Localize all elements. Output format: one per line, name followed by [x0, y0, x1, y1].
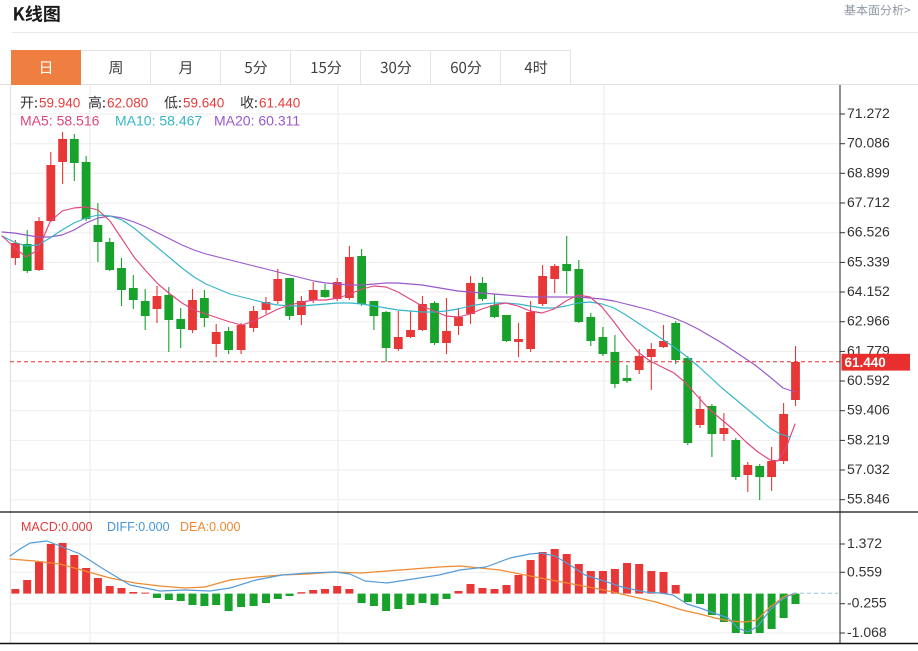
svg-text:61.440: 61.440 — [259, 96, 300, 111]
svg-text:62.080: 62.080 — [107, 96, 148, 111]
svg-text:MA20: 60.311: MA20: 60.311 — [214, 113, 300, 129]
svg-text:DIFF:0.000: DIFF:0.000 — [107, 520, 170, 534]
svg-text:60.592: 60.592 — [847, 372, 890, 388]
svg-text:-0.255: -0.255 — [847, 595, 887, 611]
svg-text:DEA:0.000: DEA:0.000 — [180, 520, 241, 534]
svg-text:62.966: 62.966 — [847, 313, 890, 329]
svg-text:59.406: 59.406 — [847, 402, 890, 418]
svg-text:68.899: 68.899 — [847, 164, 890, 180]
svg-text:MACD:0.000: MACD:0.000 — [21, 520, 93, 534]
svg-text:64.152: 64.152 — [847, 283, 890, 299]
svg-text:57.032: 57.032 — [847, 461, 890, 477]
svg-text:65.339: 65.339 — [847, 253, 890, 269]
svg-text:0.559: 0.559 — [847, 563, 882, 579]
svg-text:MA5: 58.516: MA5: 58.516 — [20, 113, 100, 129]
svg-text:1.372: 1.372 — [847, 535, 882, 551]
svg-text:55.846: 55.846 — [847, 491, 890, 507]
svg-text:71.272: 71.272 — [847, 105, 890, 121]
svg-text:59.640: 59.640 — [183, 96, 224, 111]
svg-text:61.440: 61.440 — [845, 355, 886, 370]
svg-text:58.219: 58.219 — [847, 431, 890, 447]
svg-text:70.086: 70.086 — [847, 135, 890, 151]
svg-text:59.940: 59.940 — [39, 96, 80, 111]
svg-text:66.526: 66.526 — [847, 224, 890, 240]
svg-text:MA10: 58.467: MA10: 58.467 — [115, 113, 202, 129]
svg-text:67.712: 67.712 — [847, 194, 890, 210]
svg-text:-1.068: -1.068 — [847, 624, 887, 640]
